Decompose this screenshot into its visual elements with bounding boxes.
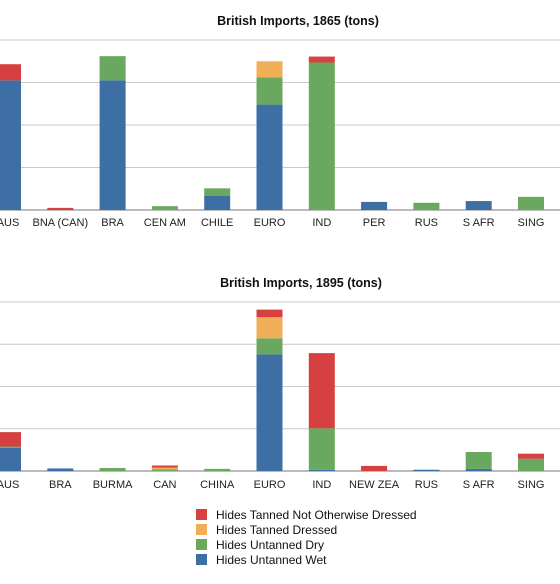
x-tick-label: BRA xyxy=(101,217,124,229)
bar-segment xyxy=(465,468,492,471)
legend-item: Hides Untanned Wet xyxy=(196,552,417,567)
legend-swatch xyxy=(196,554,207,565)
bar-segment xyxy=(465,451,492,469)
legend-label: Hides Tanned Dressed xyxy=(216,522,338,537)
bar-segment xyxy=(308,56,335,63)
bar-segment xyxy=(308,353,335,429)
x-tick-label: AUS xyxy=(0,217,19,229)
x-tick-label: CAN xyxy=(153,479,176,491)
chart-title-1895: British Imports, 1895 (tons) xyxy=(220,276,382,290)
bar-segment xyxy=(256,61,283,78)
chart-legend: Hides Tanned Not Otherwise Dressed Hides… xyxy=(196,507,417,567)
bar-segment xyxy=(361,201,388,210)
x-tick-label: PER xyxy=(363,217,386,229)
x-tick-label: CHINA xyxy=(200,479,235,491)
bar-segment xyxy=(308,428,335,470)
bar-segment xyxy=(204,188,231,196)
bar-segment xyxy=(204,468,231,471)
charts-svg: British Imports, 1865 (tons) AUS BNA (CAN… xyxy=(0,14,560,491)
bar-segment xyxy=(256,338,283,355)
bar-segment xyxy=(256,77,283,105)
bar-segment xyxy=(204,195,231,210)
x-tick-label: CEN AM xyxy=(144,217,186,229)
legend-label: Hides Untanned Dry xyxy=(216,537,325,552)
x-tick-label: CHILE xyxy=(201,217,233,229)
x-tick-label: BURMA xyxy=(93,479,133,491)
x-tick-label: RUS xyxy=(415,217,438,229)
bar-segment xyxy=(99,56,126,81)
bar-segment xyxy=(518,196,544,210)
bar-segment xyxy=(47,468,74,471)
bar-segment xyxy=(0,447,21,471)
bar-segment xyxy=(0,432,21,447)
bar-segment xyxy=(99,80,126,210)
x-tick-label: IND xyxy=(312,217,331,229)
x-tick-label: NEW ZEA xyxy=(349,479,400,491)
chart-panel-1865: AUS BNA (CAN) BRA CEN AM CHILE EURO IND PER RUS S… xyxy=(0,39,560,229)
x-tick-label: EURO xyxy=(254,217,286,229)
x-tick-label: SING xyxy=(518,217,545,229)
x-tick-label: EURO xyxy=(254,479,286,491)
legend-label: Hides Tanned Not Otherwise Dressed xyxy=(216,507,417,522)
bar-segment xyxy=(413,202,440,210)
bar-segment xyxy=(256,317,283,339)
bar-segment xyxy=(465,201,492,210)
bar-segment xyxy=(518,458,544,471)
bar-segment xyxy=(256,104,283,210)
legend-swatch xyxy=(196,524,207,535)
bar-segment xyxy=(0,80,21,210)
bar-segment xyxy=(361,465,388,471)
legend-label: Hides Untanned Wet xyxy=(216,552,327,567)
bar-segment xyxy=(47,207,74,210)
legend-swatch xyxy=(196,509,207,520)
x-tick-label: S AFR xyxy=(463,479,495,491)
chart-panel-1895: AUS BRA BURMA CAN CHINA EURO IND NEW ZEA RUS S AF… xyxy=(0,301,560,491)
legend-item: Hides Tanned Dressed xyxy=(196,522,417,537)
bar-segment xyxy=(151,206,178,210)
x-tick-label: S AFR xyxy=(463,217,495,229)
legend-swatch xyxy=(196,539,207,550)
x-tick-label: BRA xyxy=(49,479,72,491)
x-tick-label: BNA (CAN) xyxy=(32,217,88,229)
x-tick-label: IND xyxy=(312,479,331,491)
bar-segment xyxy=(151,467,178,470)
bar-segment xyxy=(0,446,21,448)
legend-item: Hides Tanned Not Otherwise Dressed xyxy=(196,507,417,522)
bar-segment xyxy=(308,62,335,211)
bar-segment xyxy=(308,469,335,471)
bar-segment xyxy=(151,469,178,471)
bar-segment xyxy=(0,64,21,81)
chart-title-1865: British Imports, 1865 (tons) xyxy=(217,14,379,28)
x-tick-label: RUS xyxy=(415,479,438,491)
bar-segment xyxy=(413,469,440,471)
bar-segment xyxy=(518,453,544,459)
bar-segment xyxy=(99,468,126,471)
bar-segment xyxy=(256,309,283,318)
bar-segment xyxy=(256,354,283,471)
x-tick-label: AUS xyxy=(0,479,19,491)
bar-segment xyxy=(151,465,178,468)
x-tick-label: SING xyxy=(518,479,545,491)
legend-item: Hides Untanned Dry xyxy=(196,537,417,552)
